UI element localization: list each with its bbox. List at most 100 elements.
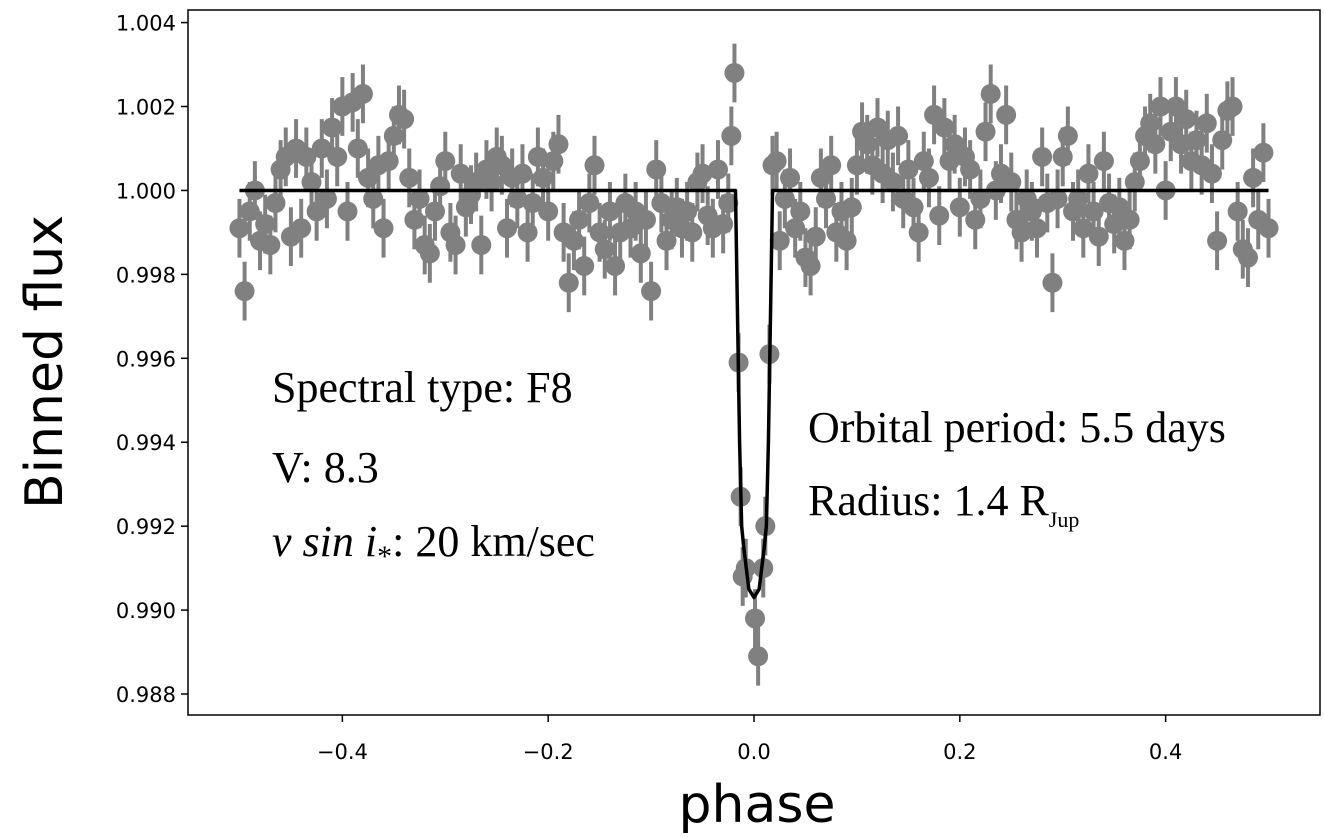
annotation: V: 8.3 — [272, 443, 379, 492]
data-point — [898, 159, 919, 180]
data-point — [692, 163, 713, 184]
data-point — [913, 151, 934, 172]
plot-frame — [187, 9, 1321, 716]
data-point — [399, 167, 420, 188]
data-point — [939, 151, 960, 172]
data-point — [404, 209, 425, 230]
x-tick-label: 0.0 — [737, 740, 770, 764]
data-point — [1001, 172, 1022, 193]
data-point — [929, 205, 950, 226]
data-point — [1047, 188, 1068, 209]
data-point — [419, 243, 440, 264]
data-point — [260, 235, 281, 255]
data-point — [1119, 209, 1140, 230]
data-point — [677, 201, 698, 222]
annotation: Spectral type: F8 — [272, 363, 573, 412]
data-point — [718, 193, 739, 214]
data-point — [970, 188, 991, 209]
data-point — [713, 214, 734, 235]
data-point — [378, 151, 399, 172]
data-point — [450, 163, 471, 184]
data-point — [548, 134, 569, 155]
data-point — [1186, 130, 1207, 151]
data-point — [569, 209, 590, 230]
data-point — [1011, 222, 1032, 243]
annotation-text: : 20 km/sec — [392, 517, 595, 566]
data-point — [1212, 130, 1233, 151]
data-point — [975, 121, 996, 142]
data-point — [774, 188, 795, 209]
data-point — [1114, 230, 1135, 251]
data-point — [780, 167, 801, 188]
data-point — [574, 255, 595, 276]
data-point — [347, 138, 368, 159]
y-tick-label: 0.990 — [116, 599, 176, 623]
data-point — [1073, 218, 1094, 239]
data-point — [903, 197, 924, 218]
data-point — [481, 172, 502, 193]
annotation: Orbital period: 5.5 days — [808, 403, 1226, 452]
data-point — [908, 222, 929, 243]
data-point — [918, 167, 939, 188]
annotation: v sin i*: 20 km/sec — [272, 517, 595, 573]
data-point — [656, 230, 677, 251]
data-point — [430, 176, 451, 197]
data-point — [620, 218, 641, 239]
annotation: Radius: 1.4 RJup — [808, 476, 1079, 532]
data-point — [707, 159, 728, 180]
annotation-text: Orbital period: 5.5 days — [808, 403, 1226, 452]
data-point — [558, 272, 579, 293]
x-axis-label: phase — [679, 775, 836, 835]
annotation-math: v sin i — [272, 517, 377, 566]
data-point — [383, 125, 404, 146]
data-point — [766, 151, 787, 172]
data-point — [1052, 146, 1073, 167]
data-point — [682, 222, 703, 243]
data-point — [721, 125, 742, 146]
data-point — [363, 188, 384, 209]
data-point — [980, 83, 1001, 104]
data-point — [934, 117, 955, 138]
data-point — [1083, 201, 1104, 222]
data-point — [337, 201, 358, 222]
data-point — [1196, 113, 1217, 134]
y-tick-label: 0.994 — [116, 431, 176, 455]
data-point — [745, 608, 766, 629]
data-point — [507, 188, 528, 209]
data-point — [311, 138, 332, 159]
data-point — [538, 201, 559, 222]
data-point — [589, 222, 610, 243]
data-point — [1042, 272, 1063, 293]
data-point — [373, 218, 394, 239]
data-point — [229, 218, 250, 239]
data-point — [533, 167, 554, 188]
data-point — [1129, 151, 1150, 172]
y-tick-label: 1.002 — [116, 96, 176, 120]
data-point — [1093, 151, 1114, 172]
annotation-text: V: 8.3 — [272, 443, 379, 492]
data-point — [836, 230, 857, 251]
data-point — [857, 134, 878, 155]
data-point — [816, 188, 837, 209]
data-point — [1171, 134, 1192, 155]
data-point — [949, 197, 970, 218]
data-point — [1176, 109, 1197, 130]
x-tick-label: 0.4 — [1149, 740, 1182, 764]
data-point — [543, 151, 564, 172]
data-point — [471, 235, 492, 255]
data-point — [255, 214, 276, 235]
data-point — [841, 197, 862, 218]
data-point — [239, 201, 260, 222]
y-tick-label: 0.998 — [116, 263, 176, 287]
data-point — [1253, 142, 1274, 163]
x-tick-label: 0.2 — [943, 740, 976, 764]
data-point — [352, 83, 373, 104]
data-point — [234, 281, 255, 302]
data-point — [965, 209, 986, 230]
data-point — [1258, 218, 1279, 239]
data-point — [563, 230, 584, 251]
data-point — [1088, 226, 1109, 247]
data-point — [821, 155, 842, 176]
annotation-sub: * — [377, 540, 392, 573]
